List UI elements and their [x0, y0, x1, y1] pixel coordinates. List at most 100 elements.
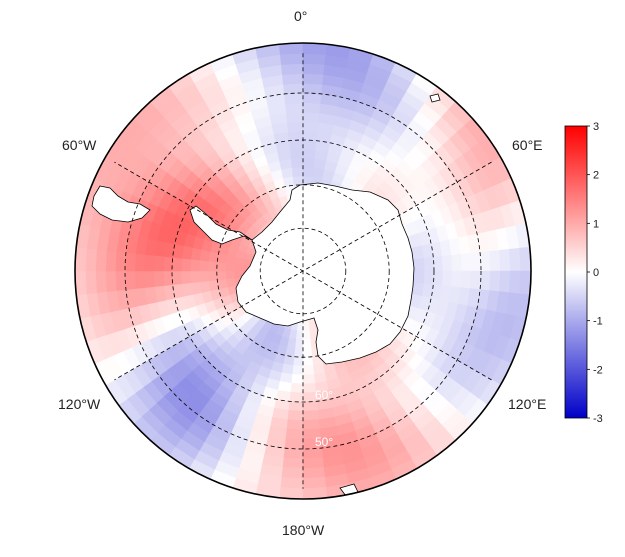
- field-cell: [171, 256, 183, 272]
- coastline-layer: [91, 93, 441, 497]
- field-cell: [414, 270, 426, 285]
- field-cell: [293, 347, 304, 358]
- field-cell: [470, 252, 482, 272]
- field-cell: [279, 52, 304, 65]
- field-cell: [308, 329, 318, 340]
- field-cell: [285, 428, 304, 440]
- field-cell: [233, 263, 244, 272]
- field-cell: [216, 278, 228, 290]
- field-cell: [280, 63, 304, 75]
- field-cell: [292, 175, 304, 186]
- field-cell: [278, 43, 304, 55]
- field-cell: [302, 102, 321, 114]
- field-cell: [95, 270, 107, 294]
- lat-labels: 60° 50°: [315, 388, 333, 449]
- field-cell: [124, 252, 136, 272]
- field-cell: [162, 270, 174, 287]
- field-cell: [302, 467, 326, 479]
- field-cell: [509, 247, 522, 272]
- field-cell: [423, 256, 435, 272]
- field-cell: [153, 270, 164, 287]
- lat-label-60: 60°: [315, 388, 333, 402]
- field-cell: [302, 63, 326, 75]
- field-cell: [451, 254, 463, 272]
- lon-label-120w: 120°W: [58, 396, 101, 412]
- field-cell: [84, 247, 97, 272]
- field-cell: [290, 374, 304, 385]
- field-cell: [198, 270, 209, 283]
- colorbar-tick-label: 1: [593, 218, 599, 230]
- field-cell: [519, 270, 531, 296]
- field-cell: [284, 92, 304, 104]
- field-cell: [451, 270, 463, 288]
- field-cell: [302, 382, 317, 394]
- meridian-line: [114, 161, 492, 381]
- field-cell: [216, 261, 227, 272]
- colorbar: [564, 125, 588, 419]
- lon-label-60w: 60°W: [62, 137, 97, 153]
- field-cell: [286, 419, 304, 431]
- field-cell: [105, 270, 117, 292]
- antarctic-peninsula: [189, 205, 253, 245]
- field-cell: [95, 248, 107, 272]
- field-cell: [75, 270, 87, 296]
- field-cell: [414, 257, 426, 272]
- field-cell: [302, 330, 311, 341]
- field-cell: [302, 410, 319, 421]
- field-cell: [470, 270, 482, 290]
- field-cell: [302, 419, 320, 431]
- field-cell: [225, 277, 237, 288]
- field-cell: [302, 157, 316, 168]
- field-cell: [302, 73, 324, 85]
- field-cell: [302, 43, 328, 55]
- field-cell: [302, 487, 328, 499]
- field-cell: [489, 250, 501, 272]
- field-cell: [302, 148, 317, 160]
- field-cell: [162, 255, 174, 272]
- field-cell: [302, 139, 318, 151]
- field-cell: [287, 410, 304, 421]
- field-cell: [460, 253, 472, 272]
- field-cell: [287, 130, 304, 142]
- field-cell: [180, 270, 192, 285]
- field-cell: [423, 270, 435, 286]
- field-cell: [287, 121, 304, 132]
- field-cell: [283, 447, 304, 460]
- field-cell: [292, 356, 304, 367]
- field-cell: [282, 457, 304, 469]
- field-cell: [280, 467, 304, 479]
- field-cell: [288, 391, 304, 403]
- field-cell: [442, 270, 453, 287]
- field-cell: [294, 338, 304, 349]
- field-cell: [302, 321, 310, 332]
- lon-label-60e: 60°E: [512, 137, 543, 153]
- field-cell: [289, 148, 304, 160]
- field-cell: [286, 111, 304, 123]
- field-cell: [180, 257, 192, 272]
- field-cell: [302, 356, 314, 367]
- lat-label-50: 50°: [315, 435, 333, 449]
- field-cell: [143, 254, 155, 272]
- field-cell: [499, 248, 511, 272]
- field-cell: [302, 111, 320, 123]
- field-cell: [287, 400, 304, 412]
- field-cell: [225, 270, 236, 280]
- field-cell: [288, 139, 304, 151]
- field-cell: [489, 270, 501, 292]
- field-cell: [189, 258, 200, 272]
- field-cell: [171, 270, 183, 286]
- field-cell: [225, 262, 236, 272]
- colorbar-tick-label: -3: [593, 413, 603, 425]
- field-cell: [302, 400, 319, 412]
- colorbar-tick-label: 3: [593, 121, 599, 133]
- field-cell: [302, 347, 313, 358]
- field-cell: [207, 270, 218, 282]
- field-cell: [302, 374, 316, 385]
- colorbar-tick-label: 0: [593, 267, 599, 279]
- field-cell: [479, 251, 492, 272]
- field-cell: [291, 365, 304, 376]
- field-cell: [105, 250, 117, 272]
- field-cell: [124, 270, 136, 290]
- field-cell: [302, 365, 315, 376]
- field-cell: [285, 102, 304, 114]
